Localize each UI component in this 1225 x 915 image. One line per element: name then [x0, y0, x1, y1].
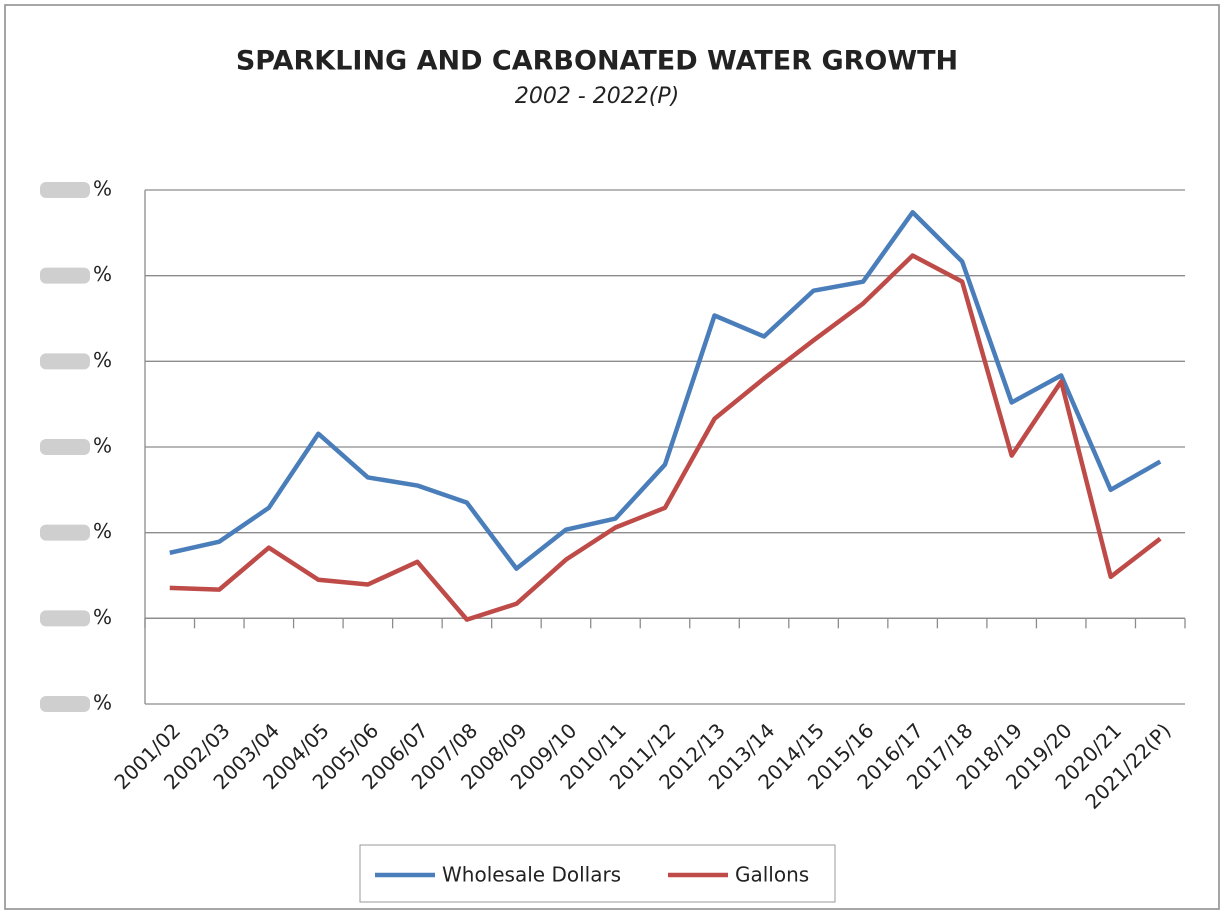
line-series — [169, 253, 1162, 622]
y-tick-label: % — [93, 434, 112, 458]
legend-box — [359, 844, 836, 903]
blurred-tick-value — [40, 439, 90, 455]
legend-label: Wholesale Dollars — [442, 863, 621, 887]
y-tick-label: % — [93, 348, 112, 372]
blurred-tick-value — [40, 182, 90, 198]
line-series — [169, 210, 1162, 571]
blurred-tick-value — [40, 353, 90, 370]
legend-label: Gallons — [735, 863, 809, 887]
chart-subtitle: 2002 - 2022(P) — [515, 84, 679, 109]
blurred-tick-value — [40, 267, 90, 284]
blurred-tick-value — [40, 524, 90, 541]
y-tick-label: % — [93, 262, 112, 286]
y-tick-label: % — [93, 691, 112, 715]
y-tick-label: % — [93, 177, 112, 201]
blurred-tick-value — [40, 696, 90, 712]
chart-border — [4, 4, 1220, 910]
y-tick-label: % — [93, 605, 112, 629]
chart-title: SPARKLING AND CARBONATED WATER GROWTH — [236, 46, 958, 77]
blurred-tick-value — [40, 610, 90, 627]
y-tick-label: % — [93, 519, 112, 543]
